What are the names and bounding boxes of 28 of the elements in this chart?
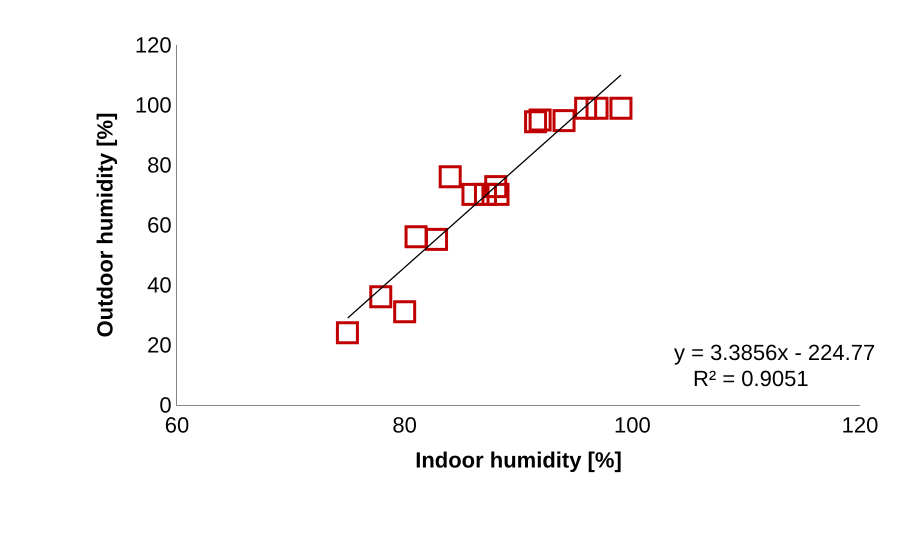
point	[574, 96, 598, 120]
point	[438, 165, 462, 188]
point	[609, 96, 632, 120]
point	[486, 182, 510, 206]
y-tick-label: 20	[147, 332, 172, 358]
y-tick-label: 80	[147, 152, 172, 178]
point	[586, 96, 609, 120]
y-tick-label: 60	[147, 212, 172, 238]
y-axis-title: Outdoor humidity [%]	[92, 112, 118, 338]
x-tick-label: 80	[392, 412, 417, 438]
point	[369, 285, 392, 308]
x-tick-label: 120	[842, 412, 878, 438]
annotation: R² = 0.9051	[693, 366, 809, 391]
point	[528, 108, 552, 132]
point	[524, 110, 548, 134]
x-tick-label: 100	[614, 412, 651, 438]
point	[393, 300, 416, 324]
point	[425, 228, 448, 251]
annotation: y = 3.3856x - 224.77	[674, 340, 876, 365]
x-axis-title: Indoor humidity [%]	[415, 447, 622, 472]
point	[404, 225, 428, 248]
y-tick-label: 40	[147, 272, 172, 298]
point	[461, 182, 484, 206]
point	[484, 175, 508, 198]
y-tick-label: 100	[134, 92, 172, 118]
y-tick-label: 120	[134, 32, 172, 58]
point	[336, 321, 359, 344]
point	[552, 109, 576, 132]
